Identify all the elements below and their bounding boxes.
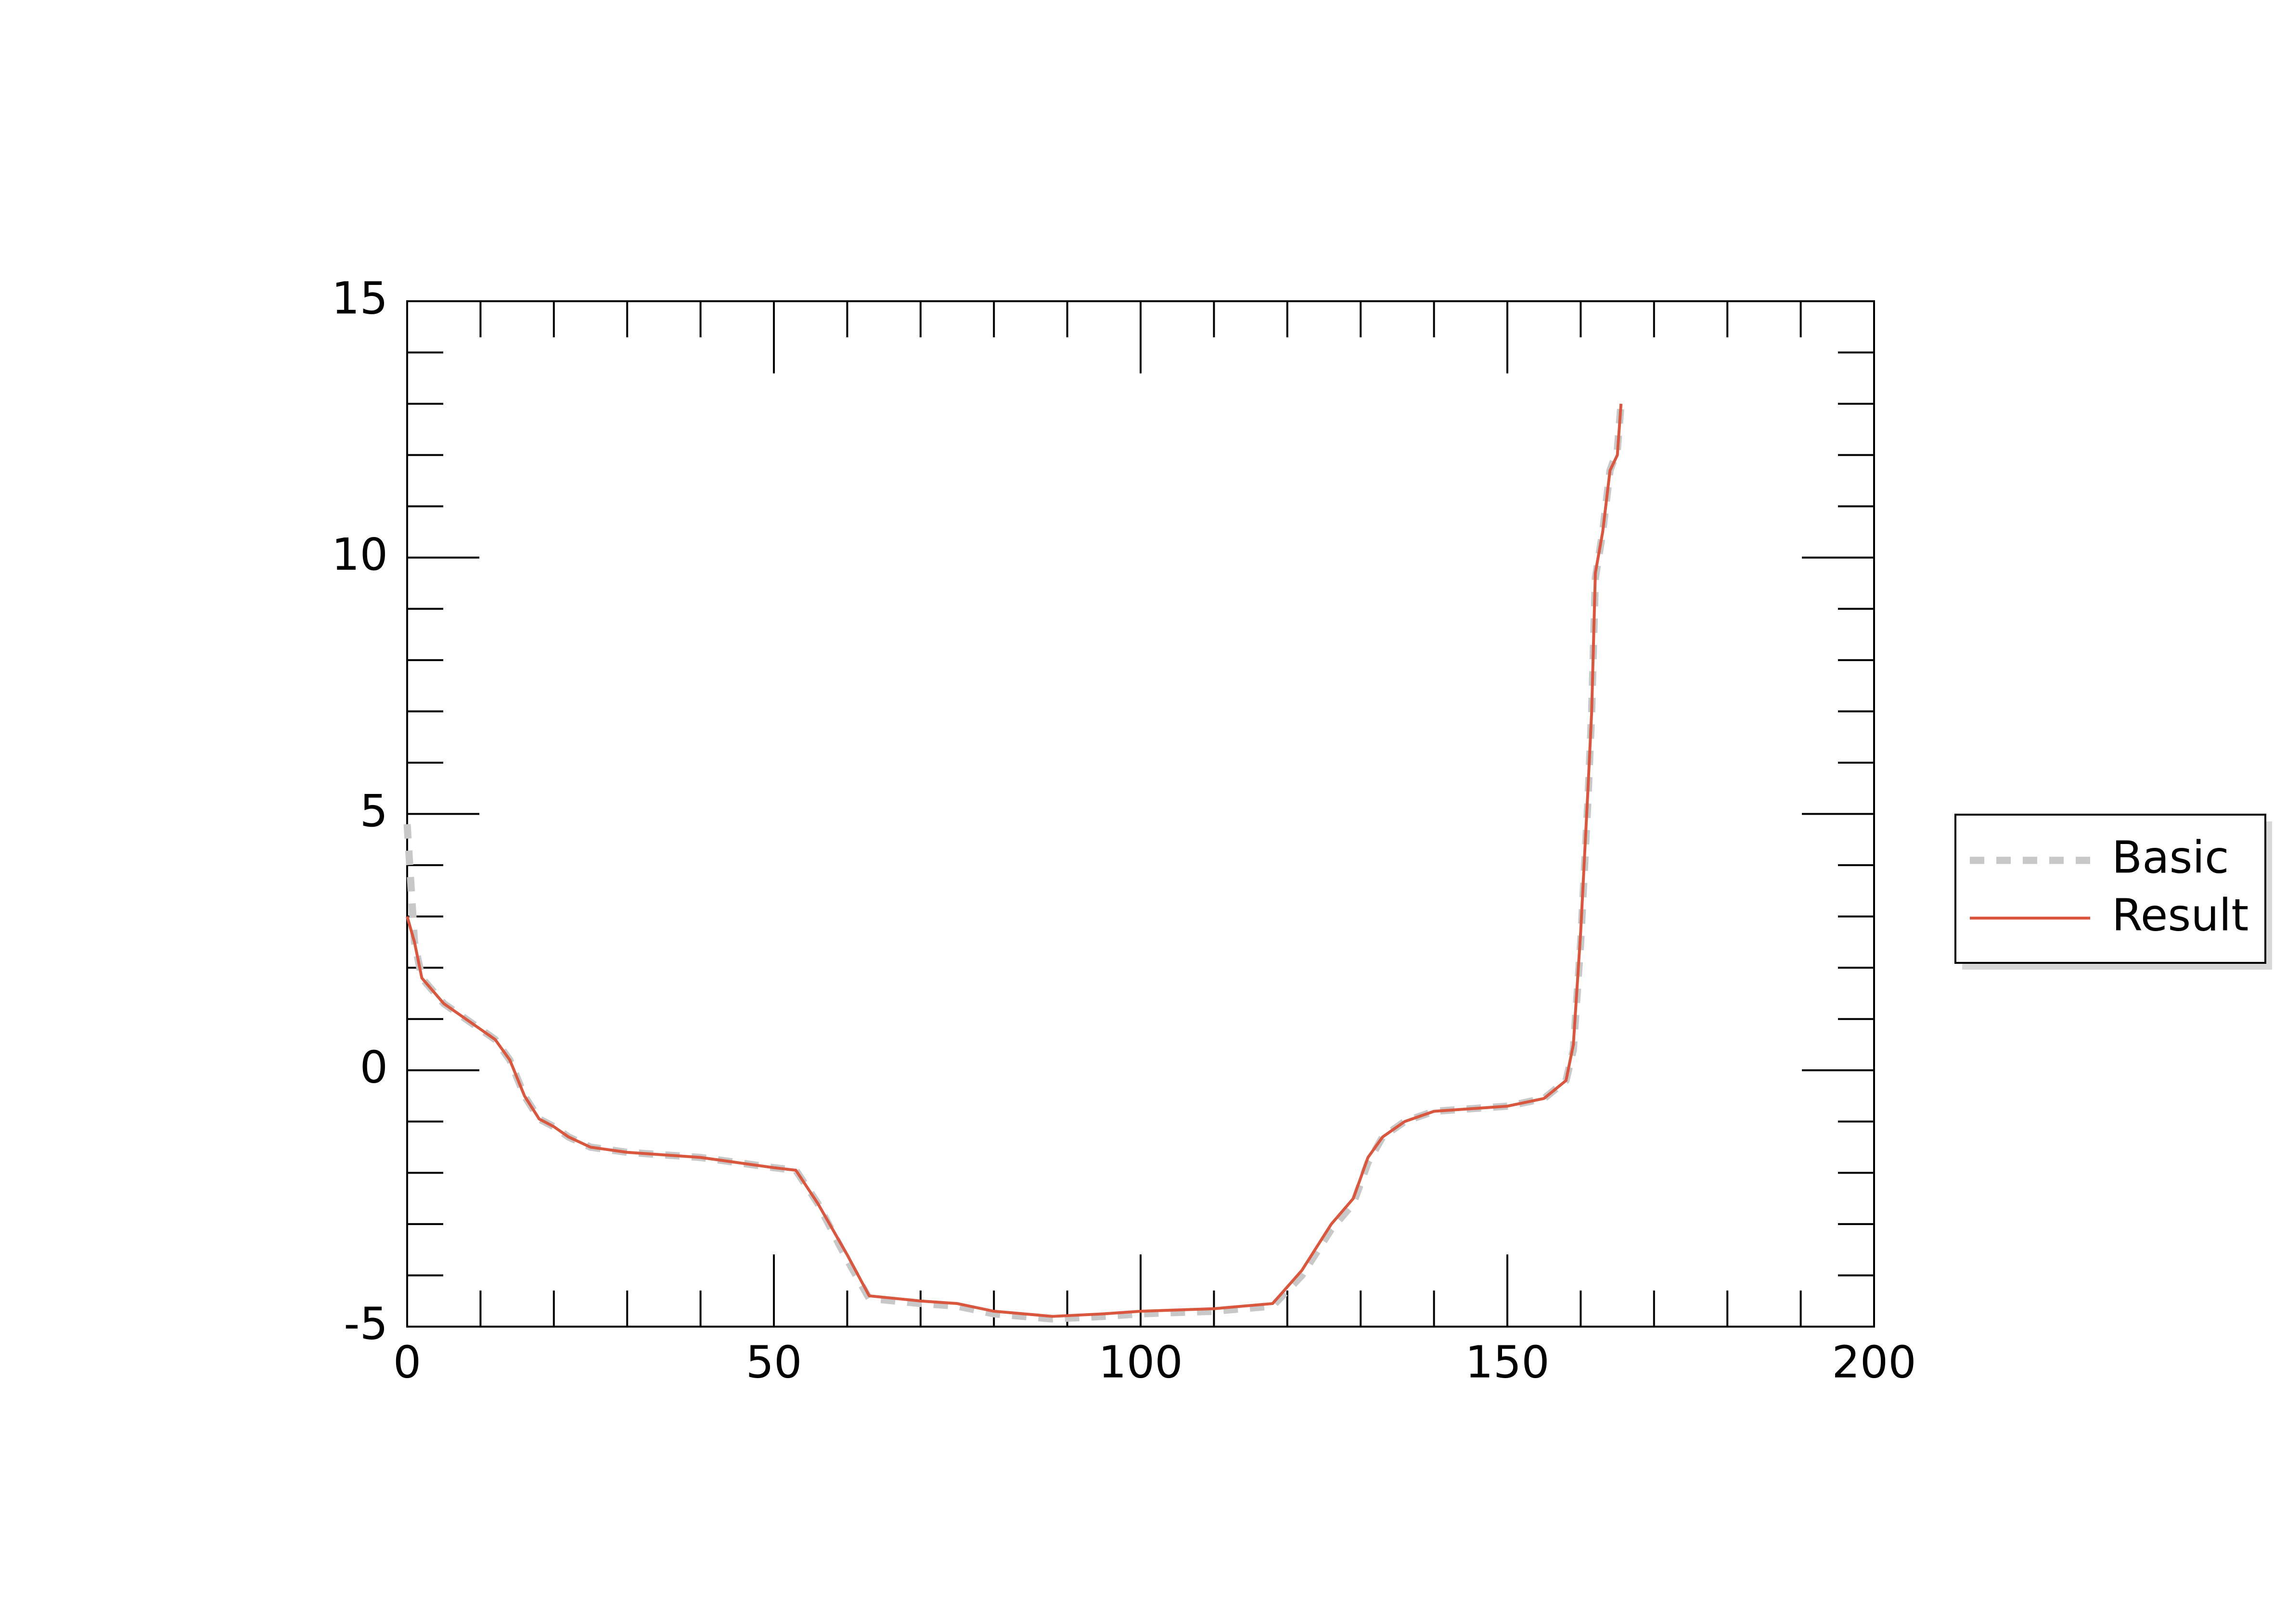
y-tick-label: 5 bbox=[360, 785, 388, 837]
legend bbox=[1954, 814, 2266, 964]
plot-frame bbox=[406, 300, 1875, 1328]
y-tick-label: 0 bbox=[360, 1042, 388, 1093]
line-result bbox=[406, 403, 1623, 1318]
legend-label: Basic bbox=[2112, 831, 2229, 883]
legend-label: Result bbox=[2112, 889, 2248, 941]
x-tick-label: 100 bbox=[1098, 1336, 1183, 1388]
y-tick-label: 15 bbox=[332, 272, 388, 324]
x-tick-label: 200 bbox=[1832, 1336, 1916, 1388]
x-tick-label: 50 bbox=[745, 1336, 802, 1388]
y-tick-label: 10 bbox=[332, 529, 388, 580]
line-basic bbox=[403, 403, 1625, 1323]
y-tick-label: -5 bbox=[344, 1298, 388, 1349]
x-tick-label: 0 bbox=[393, 1336, 422, 1388]
x-tick-label: 150 bbox=[1465, 1336, 1550, 1388]
